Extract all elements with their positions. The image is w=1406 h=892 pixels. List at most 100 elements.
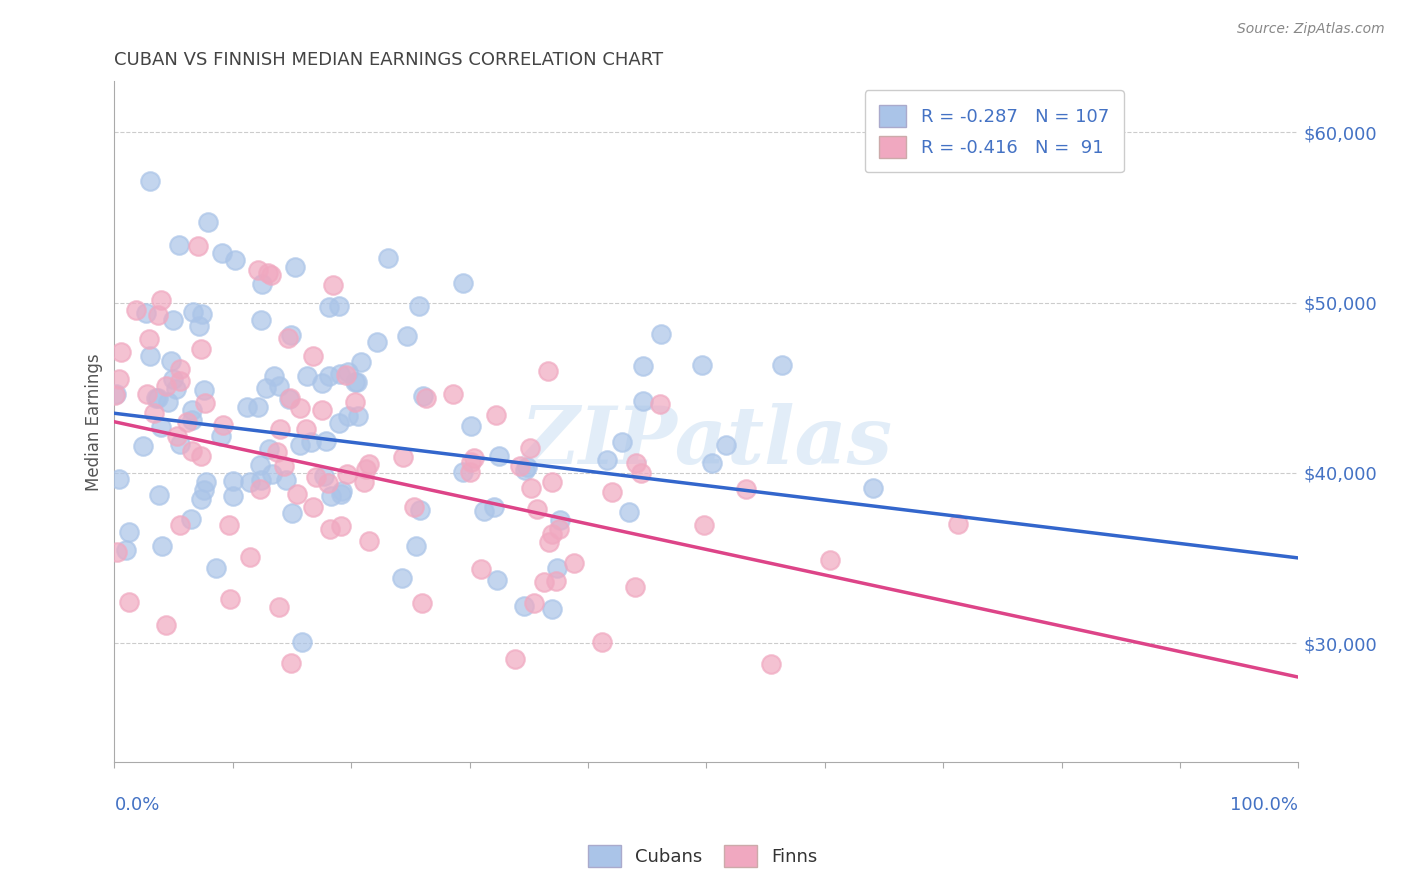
Point	[291, 635, 314, 649]
Point	[180, 413, 202, 427]
Point	[735, 482, 758, 496]
Point	[415, 391, 437, 405]
Point	[211, 246, 233, 260]
Point	[194, 396, 217, 410]
Point	[548, 513, 571, 527]
Point	[260, 268, 283, 282]
Point	[357, 457, 380, 471]
Point	[295, 421, 318, 435]
Point	[145, 391, 167, 405]
Point	[596, 452, 619, 467]
Point	[631, 359, 654, 373]
Point	[344, 375, 367, 389]
Point	[408, 503, 430, 517]
Point	[278, 391, 301, 405]
Point	[222, 489, 245, 503]
Point	[533, 574, 555, 589]
Point	[716, 438, 738, 452]
Point	[377, 252, 399, 266]
Point	[404, 500, 426, 514]
Point	[484, 500, 506, 514]
Point	[311, 403, 333, 417]
Point	[249, 482, 271, 496]
Point	[328, 299, 350, 313]
Point	[236, 400, 259, 414]
Point	[346, 376, 368, 390]
Point	[312, 468, 335, 483]
Point	[149, 293, 172, 307]
Point	[135, 387, 157, 401]
Point	[395, 329, 418, 343]
Point	[190, 449, 212, 463]
Point	[191, 308, 214, 322]
Point	[146, 391, 169, 405]
Point	[273, 459, 295, 474]
Point	[257, 266, 280, 280]
Point	[285, 486, 308, 500]
Point	[347, 409, 370, 424]
Point	[250, 473, 273, 487]
Point	[132, 439, 155, 453]
Point	[263, 368, 285, 383]
Point	[118, 595, 141, 609]
Point	[488, 449, 510, 463]
Y-axis label: Median Earnings: Median Earnings	[86, 353, 103, 491]
Point	[311, 376, 333, 391]
Point	[211, 418, 233, 433]
Point	[274, 473, 297, 487]
Point	[702, 457, 724, 471]
Point	[946, 517, 969, 532]
Point	[118, 525, 141, 540]
Point	[322, 277, 344, 292]
Text: Source: ZipAtlas.com: Source: ZipAtlas.com	[1237, 22, 1385, 37]
Point	[301, 349, 323, 363]
Point	[288, 438, 311, 452]
Point	[247, 263, 270, 277]
Point	[250, 313, 273, 327]
Point	[239, 549, 262, 564]
Point	[143, 406, 166, 420]
Point	[148, 308, 170, 322]
Point	[180, 403, 202, 417]
Point	[337, 409, 360, 423]
Legend: R = -0.287   N = 107, R = -0.416   N =  91: R = -0.287 N = 107, R = -0.416 N = 91	[865, 90, 1123, 172]
Point	[548, 522, 571, 536]
Point	[343, 395, 366, 409]
Point	[318, 300, 340, 314]
Point	[316, 475, 339, 490]
Point	[302, 500, 325, 514]
Point	[280, 656, 302, 670]
Point	[260, 467, 283, 482]
Point	[537, 364, 560, 378]
Point	[336, 467, 359, 482]
Point	[523, 596, 546, 610]
Point	[460, 418, 482, 433]
Point	[366, 334, 388, 349]
Point	[460, 465, 482, 479]
Point	[205, 560, 228, 574]
Point	[224, 252, 246, 267]
Point	[537, 535, 560, 549]
Text: CUBAN VS FINNISH MEDIAN EARNINGS CORRELATION CHART: CUBAN VS FINNISH MEDIAN EARNINGS CORRELA…	[114, 51, 664, 69]
Point	[218, 517, 240, 532]
Point	[633, 394, 655, 409]
Point	[190, 342, 212, 356]
Point	[328, 417, 350, 431]
Point	[257, 442, 280, 456]
Point	[135, 305, 157, 319]
Point	[104, 388, 127, 402]
Point	[125, 303, 148, 318]
Point	[108, 472, 131, 486]
Point	[353, 475, 375, 490]
Point	[290, 401, 312, 415]
Point	[770, 359, 793, 373]
Point	[862, 481, 884, 495]
Point	[630, 466, 652, 480]
Point	[470, 562, 492, 576]
Point	[105, 545, 128, 559]
Point	[602, 484, 624, 499]
Point	[281, 506, 304, 520]
Point	[540, 602, 562, 616]
Point	[540, 475, 562, 490]
Point	[408, 299, 430, 313]
